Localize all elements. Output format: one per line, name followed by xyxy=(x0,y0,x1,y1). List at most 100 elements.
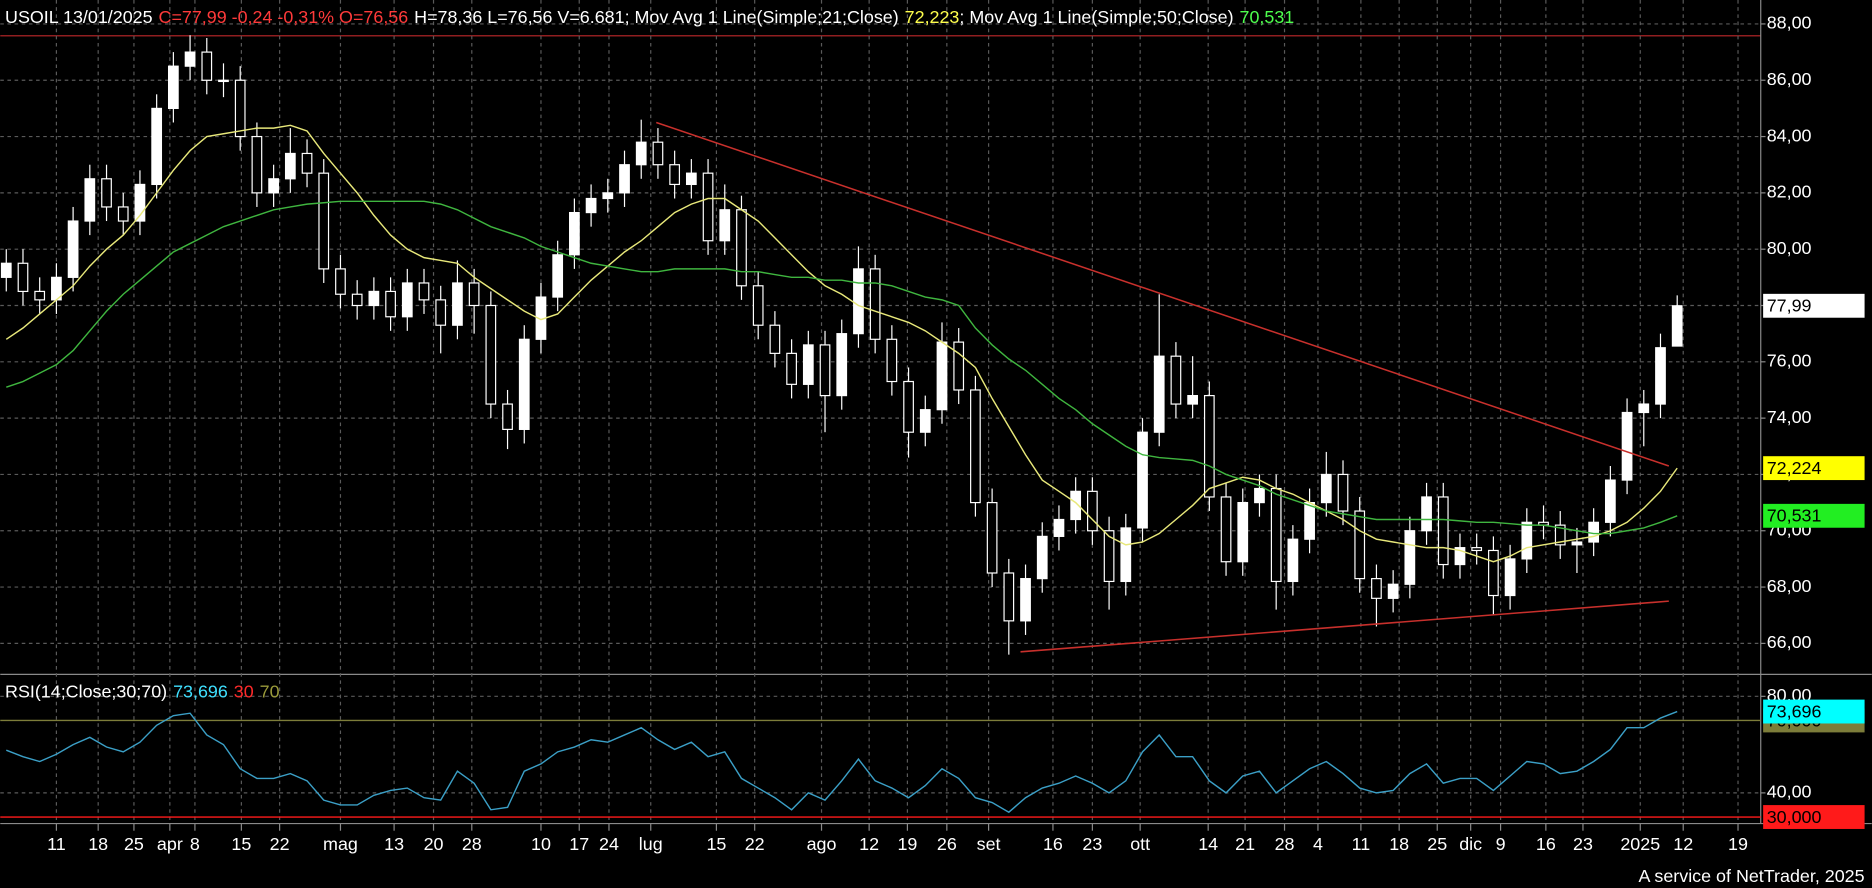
y-tick-label: 86,00 xyxy=(1767,69,1812,89)
grid xyxy=(0,0,1766,831)
x-tick-label: dic xyxy=(1459,834,1482,854)
candle-body xyxy=(936,341,948,411)
moving-average-line xyxy=(5,124,1678,563)
last-value-label: 77,99 xyxy=(1767,296,1812,316)
x-tick-label: 8 xyxy=(190,834,200,854)
candle-body xyxy=(685,172,697,186)
candle-body xyxy=(485,304,497,405)
y-tick-label: 80,00 xyxy=(1767,238,1812,258)
x-tick-label: 28 xyxy=(1275,834,1295,854)
candle-body xyxy=(869,268,881,340)
y-tick-label: 88,00 xyxy=(1767,13,1812,33)
candle-body xyxy=(1036,535,1048,580)
candle-body xyxy=(919,409,931,433)
candle-body xyxy=(1588,521,1600,543)
x-tick-label: 12 xyxy=(859,834,879,854)
candle-body xyxy=(1655,347,1666,405)
marks xyxy=(0,35,1761,818)
last-value-box xyxy=(1763,293,1865,318)
candle-body xyxy=(802,344,814,385)
x-tick-label: 25 xyxy=(1427,834,1447,854)
candle-body xyxy=(251,135,263,194)
candle-body xyxy=(736,209,747,287)
moving-average-line xyxy=(6,200,1678,535)
candle-body xyxy=(569,211,580,256)
candle-body xyxy=(986,502,998,574)
candle-body xyxy=(585,197,597,214)
x-tick-label: 18 xyxy=(1389,834,1409,854)
x-tick-label: 14 xyxy=(1198,834,1218,854)
x-tick-label: apr xyxy=(157,834,183,854)
x-tick-label: 19 xyxy=(897,834,917,854)
header-item: H=78,36 L=76,56 V=6.681 xyxy=(414,7,624,27)
candle-body xyxy=(953,341,965,391)
x-tick-label: 15 xyxy=(706,834,726,854)
candle-body xyxy=(1270,487,1282,583)
trendline xyxy=(1020,600,1669,653)
candle-body xyxy=(401,282,413,318)
candle-body xyxy=(1404,530,1416,585)
candle-body xyxy=(1621,411,1633,481)
candle-body xyxy=(1471,547,1483,552)
candle-body xyxy=(1137,431,1148,529)
last-value-box xyxy=(1763,503,1865,528)
header-item: 73,696 xyxy=(173,681,228,701)
candle-body xyxy=(836,333,848,397)
candle-body xyxy=(1671,305,1683,347)
candle-body xyxy=(184,51,196,67)
candle-body xyxy=(502,403,513,430)
candle-body xyxy=(1020,578,1031,622)
candle-body xyxy=(1354,510,1366,580)
candle-body xyxy=(84,178,96,222)
header-item: C=77,99 -0,24 -0,31% O=76,56 xyxy=(159,7,409,27)
candle-body xyxy=(1421,496,1432,532)
x-tick-label: set xyxy=(977,834,1001,854)
x-tick-label: 17 xyxy=(569,834,589,854)
candle-body xyxy=(167,65,179,110)
x-tick-label: 11 xyxy=(47,834,66,854)
candle-body xyxy=(1003,572,1015,622)
candle-body xyxy=(284,152,296,180)
candle-body xyxy=(1120,527,1132,583)
panel-header: USOIL 13/01/2025 C=77,99 -0,24 -0,31% O=7… xyxy=(5,7,1294,27)
x-tick-label: 18 xyxy=(88,834,108,854)
candle-body xyxy=(452,282,463,326)
indicator-line xyxy=(6,710,1678,814)
x-tick-label: 22 xyxy=(745,834,765,854)
candle-body xyxy=(1287,538,1299,583)
candle-body xyxy=(1504,558,1516,597)
candle-body xyxy=(1371,578,1382,599)
candle-body xyxy=(1237,502,1249,563)
x-tick-label: 19 xyxy=(1728,834,1748,854)
x-tick-label: 28 xyxy=(462,834,482,854)
x-tick-label: 12 xyxy=(1673,834,1693,854)
candle-body xyxy=(1604,479,1616,523)
candle-body xyxy=(385,290,396,318)
candle-body xyxy=(552,254,564,298)
candle-body xyxy=(468,282,480,307)
candle-body xyxy=(1554,524,1566,546)
source-note: A service of NetTrader, 2025 xyxy=(1639,866,1865,886)
candle-body xyxy=(1454,547,1466,566)
level-label: 30,000 xyxy=(1767,807,1822,827)
candle-body xyxy=(602,192,614,200)
candle-body xyxy=(418,282,430,301)
candle-body xyxy=(151,107,163,186)
x-tick-label: 9 xyxy=(1496,834,1506,854)
candle-body xyxy=(1087,490,1098,532)
candle-body xyxy=(1203,395,1215,498)
candle-body xyxy=(1053,518,1065,537)
last-value-label: 70,531 xyxy=(1767,506,1822,526)
candle-body xyxy=(719,209,731,242)
x-tick-label: 21 xyxy=(1235,834,1255,854)
candle-body xyxy=(819,344,831,397)
candle-body xyxy=(1638,403,1650,414)
candle-body xyxy=(752,285,764,326)
candle-body xyxy=(518,338,530,430)
panel-header: RSI(14;Close;30;70) 73,696 30 70 xyxy=(5,681,280,701)
candle-body xyxy=(1070,490,1082,521)
candle-body xyxy=(218,79,229,83)
x-tick-label: lug xyxy=(639,834,663,854)
